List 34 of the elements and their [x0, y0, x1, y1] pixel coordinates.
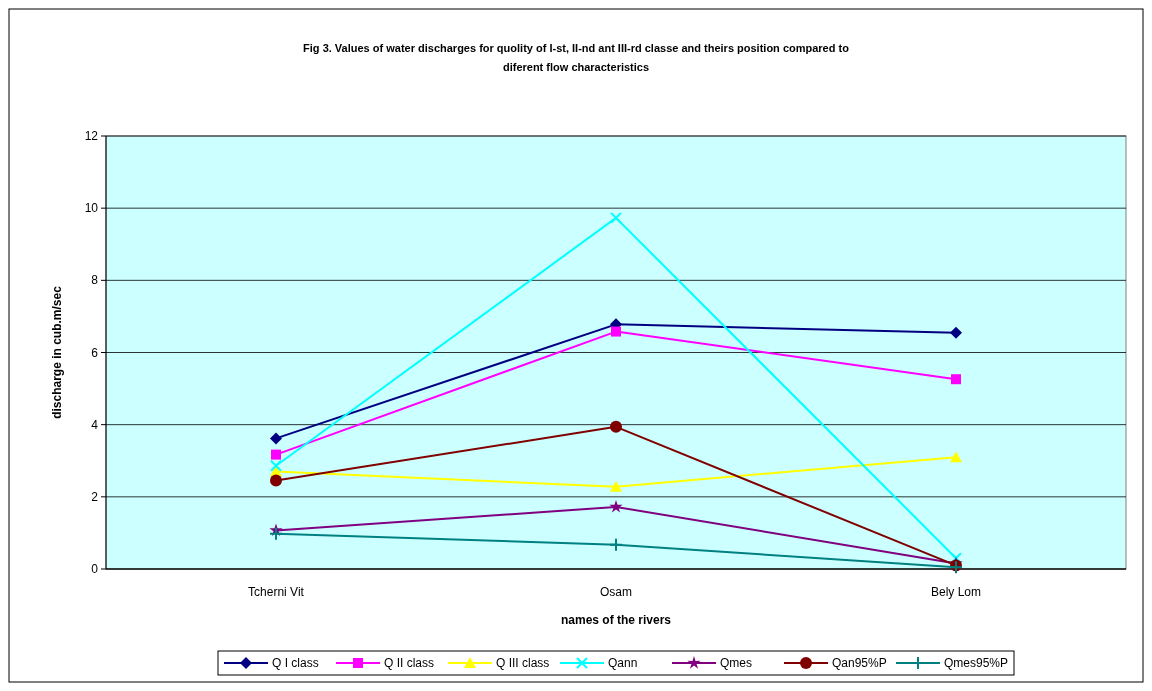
point [951, 374, 961, 385]
y-tick-label: 12 [84, 129, 99, 143]
y-tick-label: 4 [91, 417, 99, 432]
x-tick-label: Osam [599, 585, 633, 599]
point [270, 432, 282, 445]
legend-label: Q I class [272, 656, 319, 670]
y-tick-label: 0 [91, 562, 99, 576]
point [611, 326, 621, 337]
point [950, 326, 962, 339]
legend-label: Qann [608, 656, 638, 670]
point [270, 459, 282, 472]
y-tick-label: 6 [91, 345, 99, 360]
legend-label: Qmes95%P [944, 656, 1009, 670]
point [950, 451, 962, 463]
point [610, 420, 622, 433]
point [270, 474, 282, 487]
y-tick-label: 8 [91, 273, 99, 288]
point [271, 449, 281, 460]
x-tick-label: Tcherni Vit [248, 585, 305, 599]
point [609, 537, 623, 552]
chart-title: Fig 3. Values of water discharges for quolity of I-st, II-nd ant III-rd classe and theirs position compared to diferent flow characteristics [303, 42, 850, 73]
point [610, 480, 622, 492]
y-axis-title: discharge in cub.m/sec [50, 285, 64, 419]
y-tick-label: 10 [84, 201, 99, 216]
legend-label: Q III class [496, 656, 550, 670]
point [610, 211, 622, 224]
x-axis-title: names of the rivers [560, 613, 672, 627]
x-tick-label: Bely Lom [930, 585, 982, 599]
legend-label: Qan95%P [832, 656, 887, 670]
legend-label: Qmes [720, 656, 753, 670]
point [269, 526, 283, 541]
y-tick-label: 2 [91, 489, 99, 504]
point [609, 499, 623, 513]
legend-label: Q II class [384, 656, 435, 670]
